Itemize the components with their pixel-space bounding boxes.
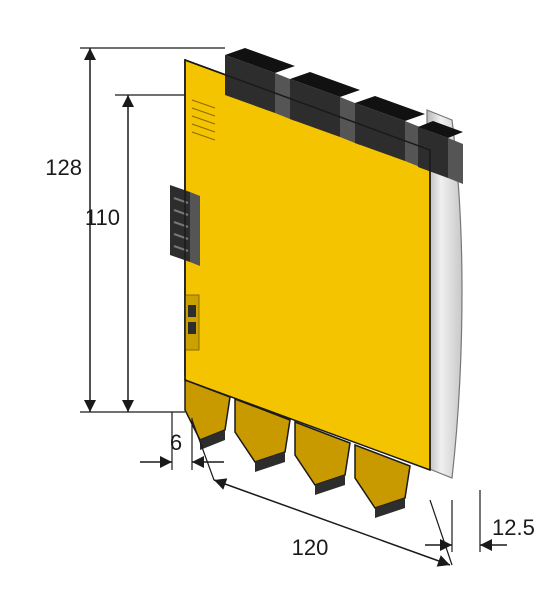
- dim-total-height: 128: [45, 48, 90, 412]
- dim-body-height: 110: [85, 95, 128, 412]
- dimension-diagram: 128 110 6 120 12.5: [0, 0, 549, 590]
- device: [170, 48, 463, 518]
- dim-width: 12.5: [425, 490, 535, 552]
- dim-width-label: 12.5: [492, 515, 535, 540]
- dim-total-height-label: 128: [45, 155, 82, 180]
- dim-front-offset-label: 6: [170, 430, 182, 455]
- dim-depth-label: 120: [292, 535, 329, 560]
- dim-body-height-label: 110: [85, 205, 120, 230]
- front-port: [185, 295, 199, 350]
